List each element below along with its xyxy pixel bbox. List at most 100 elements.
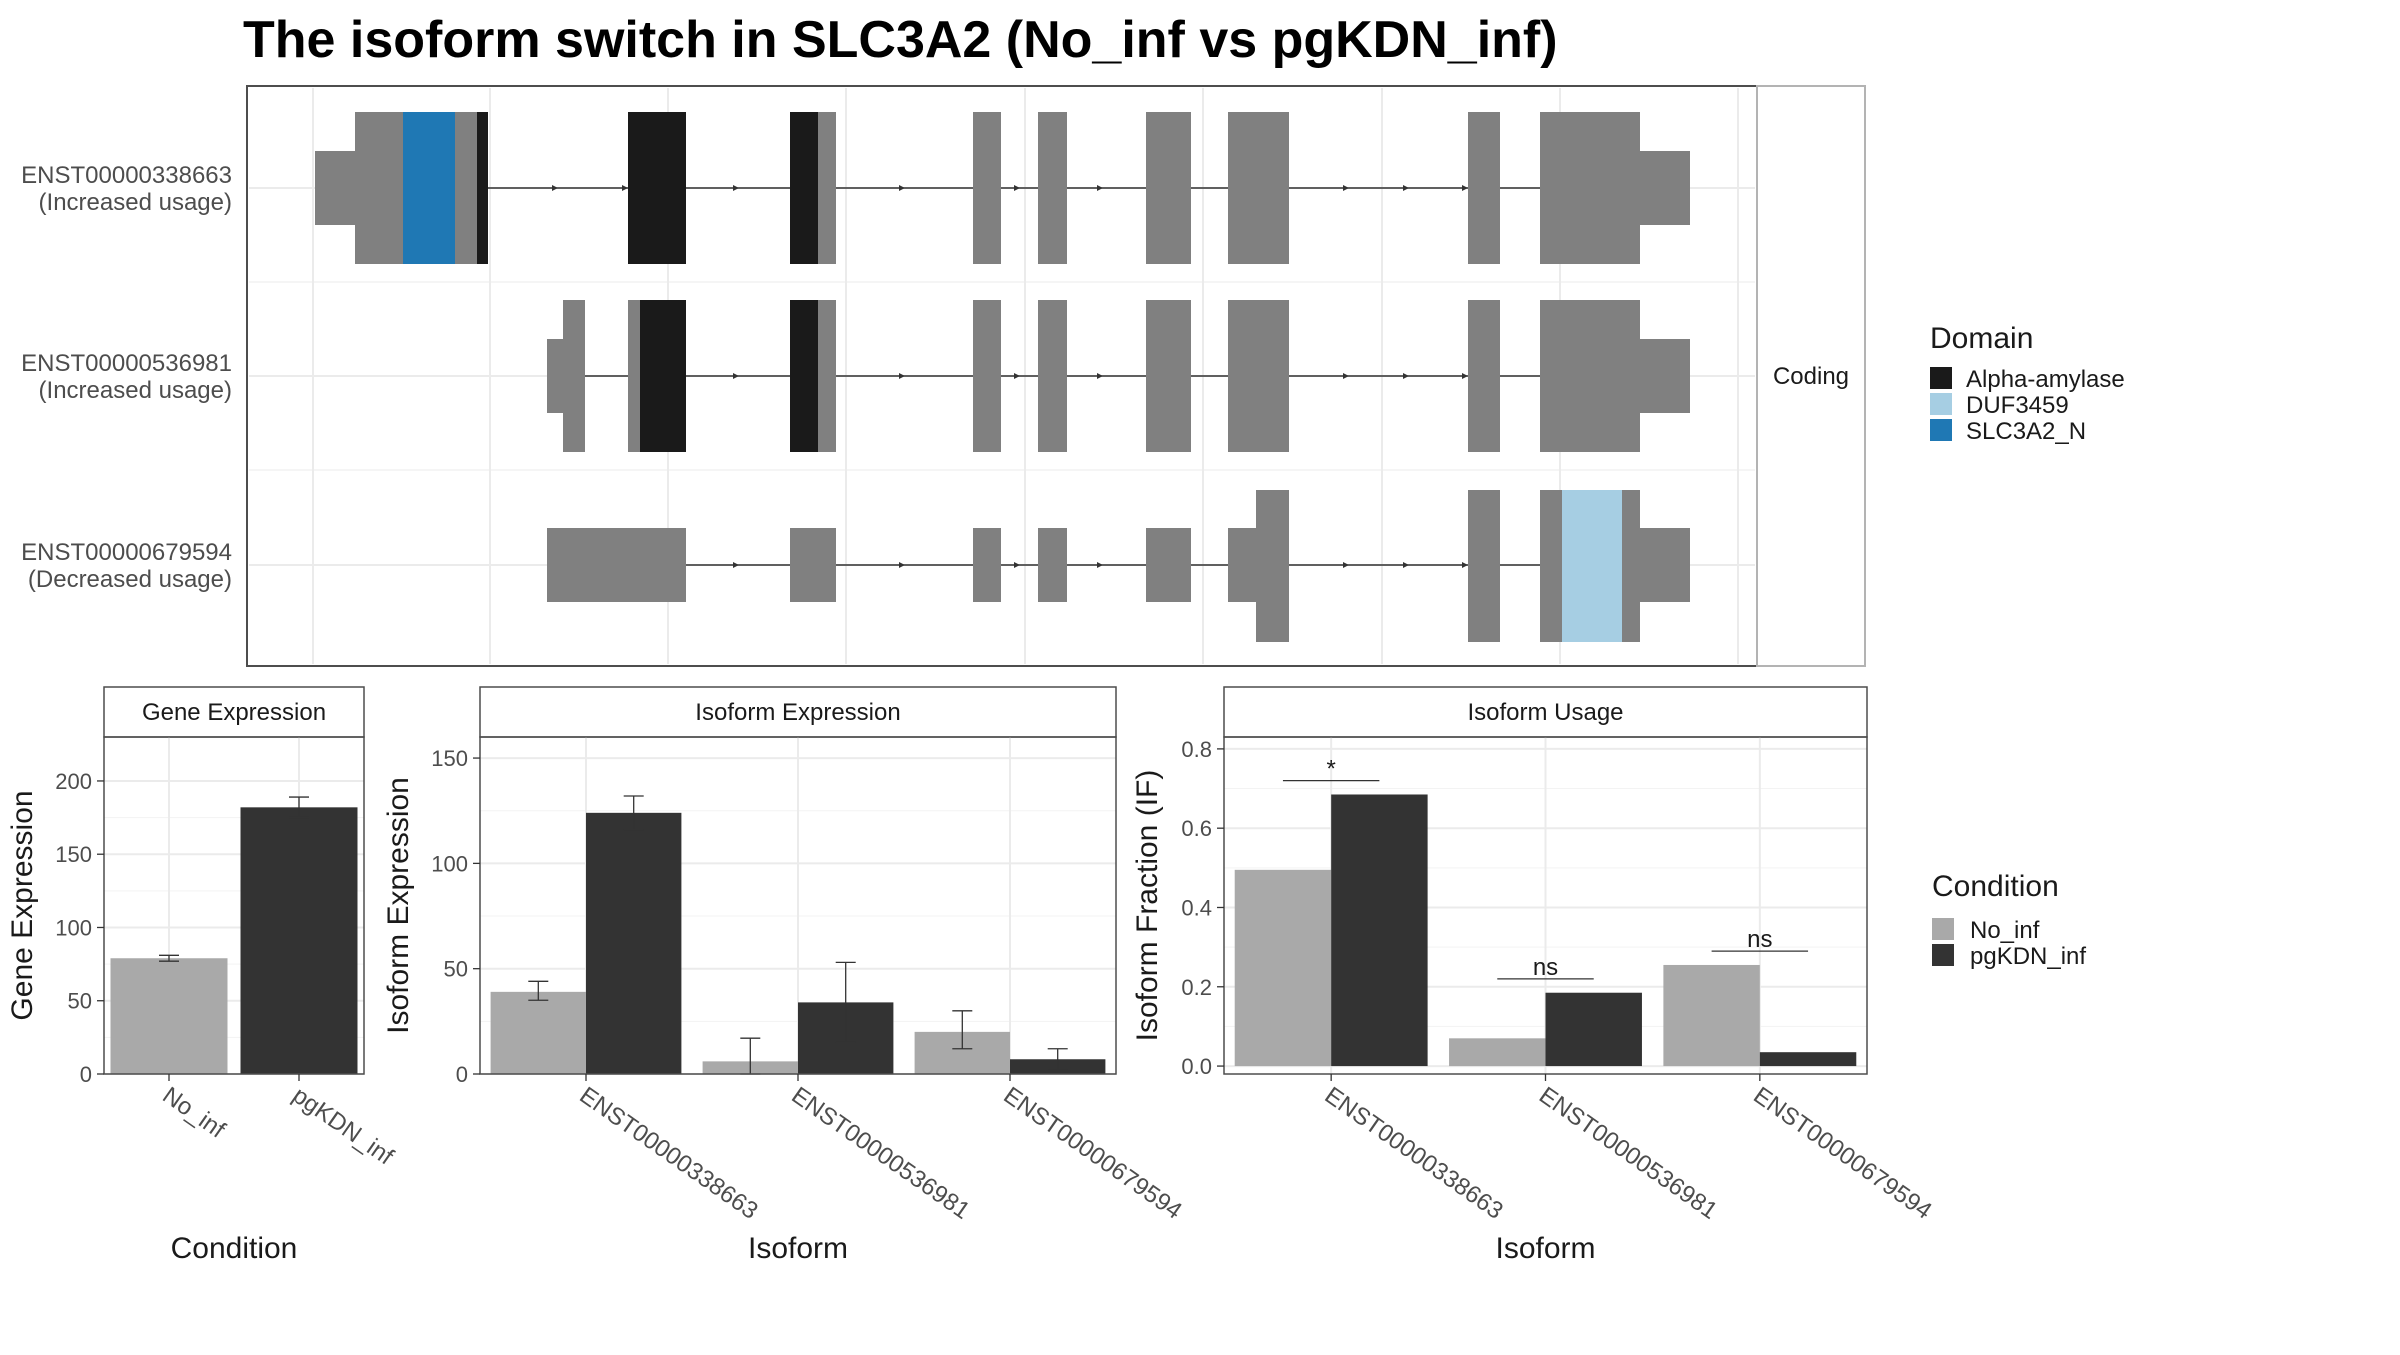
panel-strip: [103, 686, 365, 738]
y-tick-label: 200: [55, 769, 92, 794]
isoform-usage-1: (Increased usage): [39, 189, 232, 216]
y-tick-label: 100: [431, 851, 468, 876]
domain-alpha-amylase: [477, 112, 488, 264]
domain-alpha-amylase: [628, 112, 686, 264]
exon: [1622, 490, 1640, 642]
bar: [1663, 964, 1760, 1067]
significance-label: ns: [1533, 954, 1558, 981]
condition-legend-title: Condition: [1932, 870, 2059, 903]
legend-label-duf3459: DUF3459: [1966, 392, 2069, 419]
y-tick-label: 0: [456, 1062, 468, 1087]
x-tick-label: ENST00000679594: [1748, 1082, 1936, 1225]
x-tick-label: ENST00000679594: [999, 1082, 1187, 1225]
exon-utr: [1640, 151, 1690, 225]
exon: [818, 112, 836, 264]
x-tick-label: No_inf: [158, 1082, 231, 1144]
exon: [355, 112, 403, 264]
isoform-expression-panel: Isoform Expression 0 50 100 150 ENST000003386…: [382, 686, 1187, 1265]
bar: [490, 991, 586, 1074]
figure-title: The isoform switch in SLC3A2 (No_inf vs …: [243, 11, 1558, 69]
bar: [1331, 794, 1428, 1067]
exon-utr: [1038, 528, 1067, 602]
exon: [1540, 112, 1640, 264]
y-tick-label: 0.2: [1181, 975, 1212, 1000]
y-axis-title: Isoform Fraction (IF): [1131, 770, 1164, 1042]
x-tick-label: ENST00000536981: [1534, 1082, 1722, 1225]
direction-arrows: [733, 373, 1468, 379]
exons: [547, 490, 1690, 642]
exon: [1540, 300, 1640, 452]
exon-utr: [547, 528, 686, 602]
exon-utr: [547, 339, 563, 413]
exon-utr: [1146, 528, 1191, 602]
domain-slc3a2-n: [403, 112, 455, 264]
exon: [1468, 112, 1500, 264]
y-tick-label: 0.8: [1181, 737, 1212, 762]
domain-duf3459: [1562, 490, 1622, 642]
isoform-track-2: [547, 300, 1690, 452]
direction-arrows: [733, 562, 1468, 568]
panel-title: Isoform Expression: [695, 699, 900, 726]
panel-title: Gene Expression: [142, 699, 326, 726]
domain-alpha-amylase: [640, 300, 686, 452]
legend-swatch-pgkdn-inf: [1932, 944, 1954, 966]
gene-expression-panel: Gene Expression 0 50 100 150 200 No_inf pgKDN_i…: [6, 686, 399, 1265]
isoform-track-1: [315, 112, 1690, 264]
direction-arrows: [552, 185, 1468, 191]
isoform-label-2: ENST00000536981: [21, 350, 232, 377]
domain-legend: Domain Alpha-amylase DUF3459 SLC3A2_N: [1930, 322, 2125, 445]
x-axis-title: Isoform: [1495, 1232, 1595, 1265]
legend-swatch-alpha-amylase: [1930, 367, 1952, 389]
condition-legend: Condition No_inf pgKDN_inf: [1932, 870, 2086, 970]
y-tick-label: 150: [431, 746, 468, 771]
exon: [1468, 490, 1500, 642]
y-tick-label: 100: [55, 915, 92, 940]
x-axis-title: Condition: [171, 1232, 298, 1265]
exons: [315, 112, 1690, 264]
legend-swatch-slc3a2-n: [1930, 419, 1952, 441]
exon: [1146, 300, 1191, 452]
bar: [1234, 869, 1332, 1067]
exon: [1256, 490, 1289, 642]
y-tick-label: 50: [444, 957, 468, 982]
exon-utr: [1228, 528, 1256, 602]
domain-alpha-amylase: [790, 112, 818, 264]
isoform-label-3: ENST00000679594: [21, 539, 232, 566]
exon: [1540, 490, 1562, 642]
exon-utr: [790, 528, 836, 602]
legend-label-no-inf: No_inf: [1970, 917, 2040, 944]
exon-utr: [973, 528, 1001, 602]
facet-strip: [1756, 85, 1866, 667]
exon: [455, 112, 477, 264]
exon: [563, 300, 585, 452]
bar: [1449, 1038, 1546, 1067]
legend-label-slc3a2-n: SLC3A2_N: [1966, 418, 2086, 445]
domain-legend-title: Domain: [1930, 322, 2033, 355]
panel-strip: [1223, 686, 1868, 738]
x-axis-title: Isoform: [748, 1232, 848, 1265]
isoform-usage-panel: Isoform Usage * ns ns 0.0 0.2 0.4 0.6 0.8 ENST000…: [1131, 686, 1937, 1265]
facet-label: Coding: [1773, 363, 1849, 390]
bar: [586, 812, 682, 1074]
panel-border: [103, 736, 365, 1075]
legend-label-alpha-amylase: Alpha-amylase: [1966, 366, 2125, 393]
isoform-usage-3: (Decreased usage): [28, 566, 232, 593]
x-tick-label: pgKDN_inf: [288, 1082, 399, 1171]
y-tick-label: 0.4: [1181, 895, 1212, 920]
isoform-label-1: ENST00000338663: [21, 162, 232, 189]
y-tick-label: 0: [80, 1062, 92, 1087]
y-tick-label: 150: [55, 842, 92, 867]
isoform-structure-panel: Coding ENST00000338663 (Increased usage)…: [21, 85, 1866, 667]
x-tick-label: ENST00000338663: [575, 1082, 763, 1225]
isoform-track-3: [547, 490, 1690, 642]
exon: [1038, 300, 1067, 452]
exon: [973, 300, 1001, 452]
exon: [1228, 300, 1289, 452]
legend-swatch-duf3459: [1930, 393, 1952, 415]
exon: [628, 300, 640, 452]
significance-label: *: [1326, 756, 1335, 783]
bar: [110, 958, 228, 1074]
significance-label: ns: [1747, 926, 1772, 953]
bar: [1545, 992, 1642, 1067]
exon-utr: [1640, 339, 1690, 413]
